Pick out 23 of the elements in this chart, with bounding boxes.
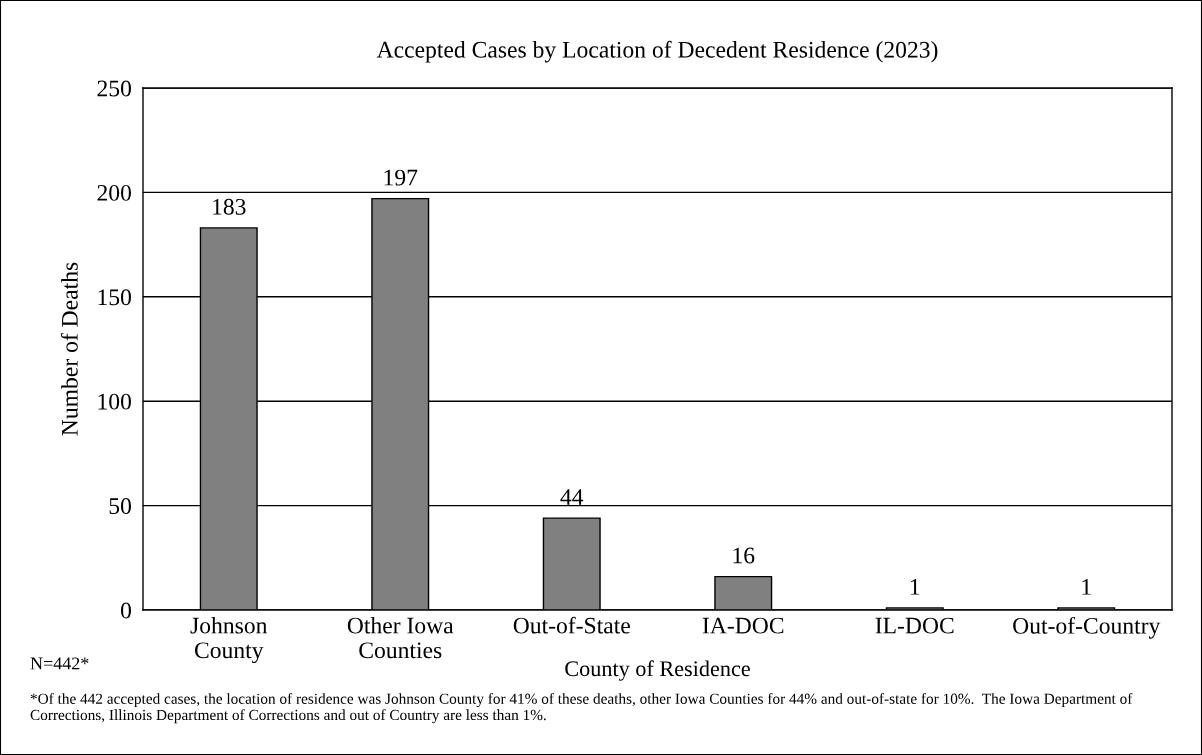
y-tick-label: 200: [97, 184, 131, 201]
x-tick-label: Out-of-State: [513, 616, 630, 634]
x-tick-label: Johnson County: [190, 616, 268, 664]
x-axis-title: County of Residence: [565, 660, 750, 681]
x-tick-label: IA-DOC: [702, 617, 784, 634]
text: N=442*: [30, 657, 89, 670]
data-label: 197: [384, 169, 418, 186]
x-tick-label: Out-of-Country: [1013, 616, 1161, 639]
data-label: 1: [1082, 578, 1091, 595]
data-label: 1: [910, 578, 920, 595]
y-tick-label: 100: [98, 393, 131, 410]
chart-title: Accepted Cases by Location of Decedent Residence (2023): [376, 40, 938, 63]
x-tick-label: Other Iowa Counties: [347, 616, 454, 659]
y-tick-label: 250: [97, 80, 131, 97]
x-tick-label: IL-DOC: [875, 617, 954, 634]
data-label: 183: [213, 198, 246, 215]
y-tick-label: 150: [98, 289, 131, 306]
data-label: 44: [560, 489, 584, 505]
y-tick-label: 0: [120, 602, 131, 619]
y-axis-title: Number of Deaths: [60, 262, 78, 436]
text: *Of the 442 accepted cases, the location of residence was Johnson County for 41% of these deaths, other Iowa Counties for 44% and out-of-state for 10%. The Iowa Department of Corrections, Illinois Department of Corrections and out of Country are less than 1%.: [30, 693, 1133, 724]
y-tick-label: 50: [109, 498, 131, 515]
data-label: 16: [733, 547, 755, 564]
